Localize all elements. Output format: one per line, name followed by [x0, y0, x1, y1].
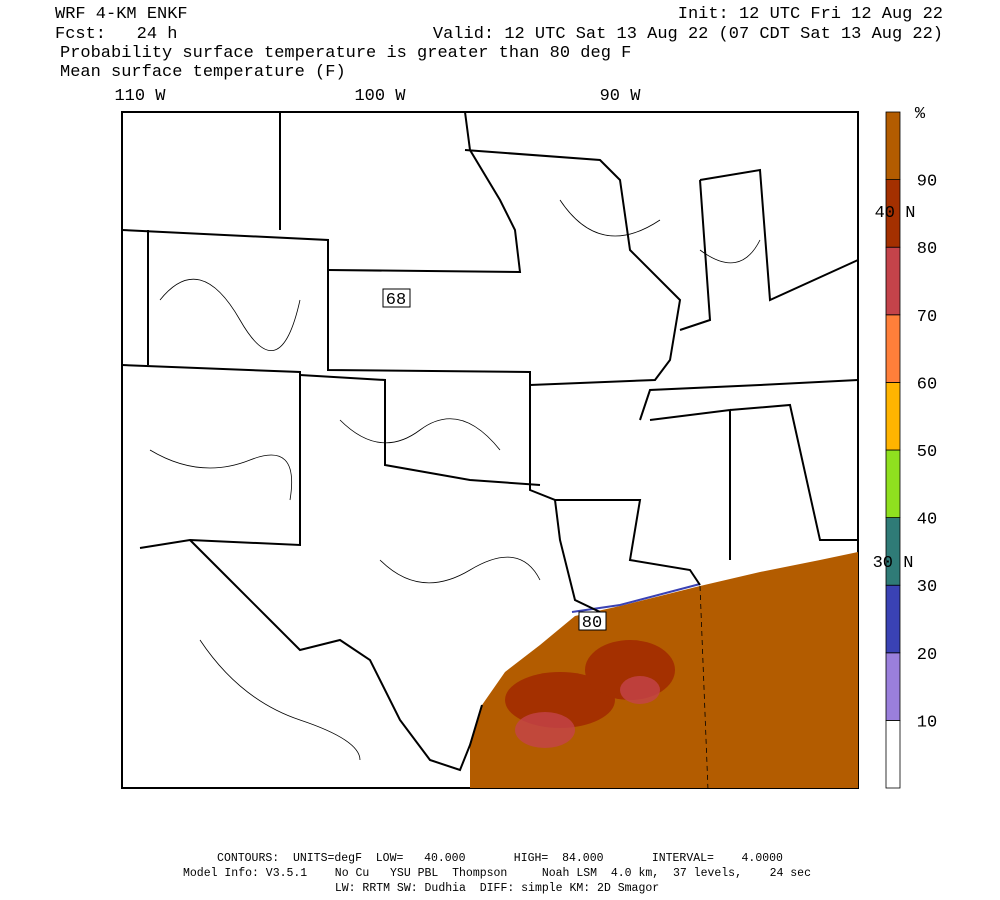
lon-label: 110 W: [114, 87, 166, 106]
colorbar-label: 30: [917, 578, 937, 597]
contour-label: 68: [386, 291, 406, 310]
footer-text: CONTOURS: UNITS=degF LOW= 40.000 HIGH= 8…: [217, 852, 783, 865]
model-title: WRF 4-KM ENKF: [55, 5, 188, 24]
forecast-hour: Fcst: 24 h: [55, 25, 177, 44]
colorbar-segment: [885, 652, 901, 721]
colorbar-segment: [885, 449, 901, 518]
colorbar-segment: [885, 517, 901, 586]
footer-text: Model Info: V3.5.1 No Cu YSU PBL Thompso…: [183, 867, 811, 880]
contour-label: 80: [582, 614, 602, 633]
colorbar-unit: %: [915, 105, 926, 124]
footer-text: LW: RRTM SW: Dudhia DIFF: simple KM: 2D …: [335, 882, 659, 895]
colorbar-label: 20: [917, 646, 937, 665]
lon-label: 90 W: [600, 87, 642, 106]
colorbar-segment: [885, 111, 901, 180]
colorbar-label: 40: [917, 511, 937, 530]
lat-label: 30 N: [873, 554, 914, 573]
lon-label: 100 W: [354, 87, 406, 106]
colorbar-segment: [885, 584, 901, 654]
colorbar-segment: [885, 314, 901, 383]
colorbar-label: 70: [917, 308, 937, 327]
colorbar-label: 80: [917, 240, 937, 259]
colorbar-label: 90: [917, 173, 937, 192]
colorbar-label: 50: [917, 443, 937, 462]
lat-label: 40 N: [875, 204, 916, 223]
valid-time: Valid: 12 UTC Sat 13 Aug 22 (07 CDT Sat …: [433, 25, 943, 44]
map: 68 80: [121, 111, 859, 791]
colorbar: 10 20 30 40 50 60 70 80 90: [885, 111, 937, 789]
colorbar-segment: [885, 720, 901, 789]
field-title: Probability surface temperature is great…: [60, 44, 631, 63]
field-title: Mean surface temperature (F): [60, 63, 346, 82]
init-time: Init: 12 UTC Fri 12 Aug 22: [678, 5, 943, 24]
colorbar-segment: [885, 246, 901, 316]
colorbar-label: 60: [917, 375, 937, 394]
colorbar-label: 10: [917, 713, 937, 732]
colorbar-segment: [885, 381, 901, 451]
